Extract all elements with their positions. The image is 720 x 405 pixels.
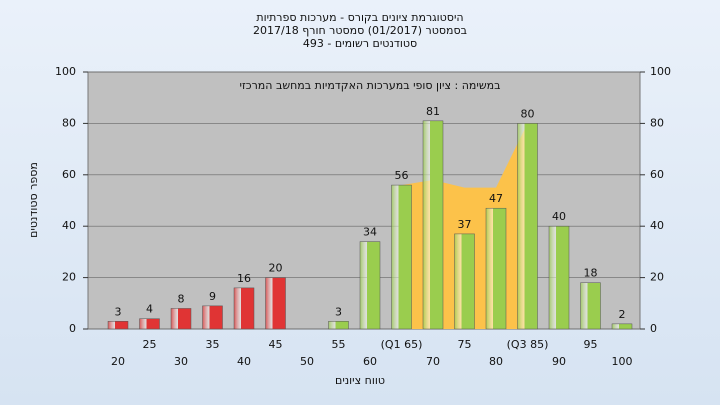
bar — [485, 207, 507, 330]
x-tick-label: 60 — [363, 355, 377, 368]
data-label: 56 — [395, 169, 409, 182]
data-label: 9 — [209, 290, 216, 303]
y-tick-label: 80 — [62, 116, 76, 129]
data-label: 40 — [552, 210, 566, 223]
y-tick-label: 0 — [69, 322, 76, 335]
data-label: 2 — [619, 308, 626, 321]
bar — [391, 184, 412, 330]
bar — [611, 323, 633, 330]
y2-tick-label: 40 — [650, 219, 664, 232]
x-axis-label: טווח ציונים — [335, 374, 385, 387]
chart-subtitle: סטודנטים רשומים - 493 — [303, 37, 417, 50]
data-label: 3 — [335, 305, 342, 318]
x-tick-label: 95 — [584, 338, 598, 351]
x-tick-label: 50 — [300, 355, 314, 368]
x-tick-label: 30 — [174, 355, 188, 368]
y2-tick-label: 60 — [650, 168, 664, 181]
chart-title: היסטוגרמת ציונים בקורס - מערכות ספרתיות — [256, 11, 463, 24]
data-label: 34 — [363, 226, 377, 239]
x-tick-label: 55 — [332, 338, 346, 351]
x-tick-label: 80 — [489, 355, 503, 368]
y-tick-label: 20 — [62, 271, 76, 284]
x-tick-label: 70 — [426, 355, 440, 368]
x-tick-label: 75 — [458, 338, 472, 351]
y-axis-label: מספר סטודנטים — [27, 162, 40, 238]
y2-tick-label: 0 — [650, 322, 657, 335]
x-tick-label: 100 — [612, 355, 633, 368]
data-label: 18 — [584, 267, 598, 280]
y-tick-label: 40 — [62, 219, 76, 232]
data-label: 3 — [115, 305, 122, 318]
x-tick-label: 40 — [237, 355, 251, 368]
x-tick-label: 20 — [111, 355, 125, 368]
data-label: 20 — [269, 262, 283, 275]
bar — [170, 308, 192, 330]
y2-tick-label: 100 — [650, 65, 671, 78]
bar — [517, 123, 538, 330]
y-tick-label: 60 — [62, 168, 76, 181]
bar — [233, 287, 255, 330]
bar — [454, 233, 475, 330]
bar — [202, 305, 223, 330]
data-label: 16 — [237, 272, 251, 285]
data-label: 8 — [178, 292, 185, 305]
x-tick-label: (Q3 85) — [507, 338, 549, 351]
bar — [328, 321, 349, 330]
x-tick-label: 25 — [143, 338, 157, 351]
x-tick-label: 90 — [552, 355, 566, 368]
bar — [139, 318, 160, 330]
bar — [548, 225, 570, 330]
bar — [265, 277, 286, 330]
x-tick-label: (Q1 65) — [381, 338, 423, 351]
chart-subtitle: בסמסטר (01/2017) סמסטר חורף 2017/18 — [253, 24, 467, 37]
data-label: 81 — [426, 105, 440, 118]
annotation: במשימה : ציון סופי במערכות האקדמיות במחש… — [240, 79, 501, 92]
bar — [580, 282, 601, 330]
y2-tick-label: 80 — [650, 116, 664, 129]
bar — [359, 241, 381, 330]
data-label: 80 — [521, 107, 535, 120]
data-label: 4 — [146, 303, 153, 316]
bar — [422, 120, 444, 330]
x-tick-label: 45 — [269, 338, 283, 351]
y-tick-label: 100 — [55, 65, 76, 78]
data-label: 47 — [489, 192, 503, 205]
data-label: 37 — [458, 218, 472, 231]
bar — [107, 321, 129, 330]
y2-tick-label: 20 — [650, 271, 664, 284]
x-tick-label: 35 — [206, 338, 220, 351]
